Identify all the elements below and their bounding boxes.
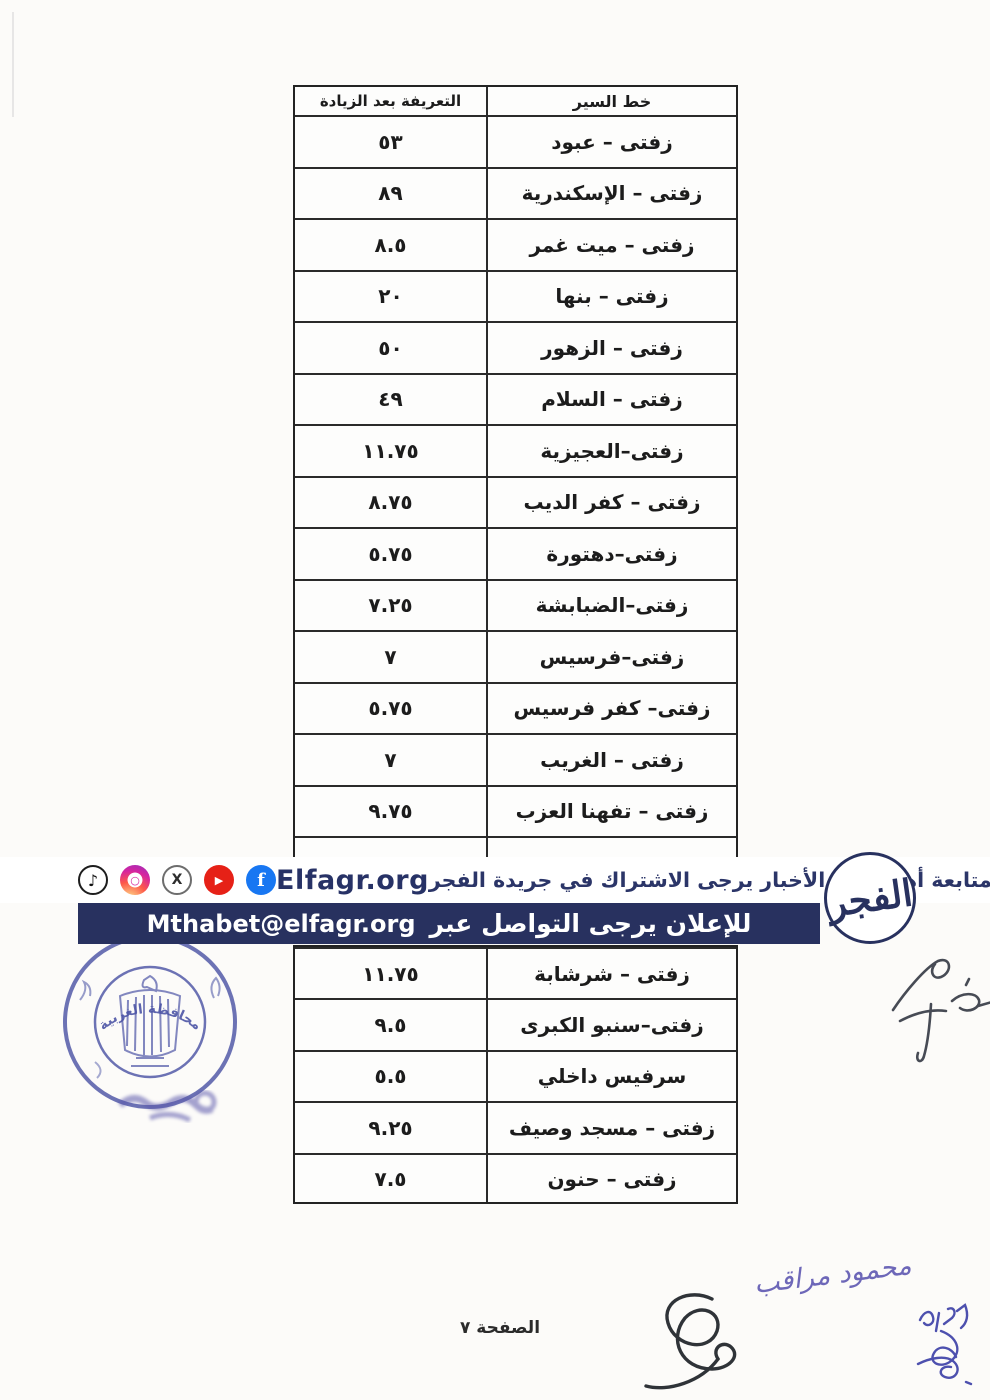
table-row: ٧.٢٥ زفتى–الضبابشة — [295, 578, 736, 630]
route-name: زفتى – كفر الديب — [486, 477, 736, 527]
table-row: ٥.٧٥ زفتى–دهتورة — [295, 527, 736, 579]
route-name: زفتى – الإسكندرية — [486, 168, 736, 218]
facebook-icon: f — [246, 865, 276, 895]
tariff-value: ٩.٥ — [374, 1013, 407, 1038]
table-row: ٩.٧٥ زفتى – تفهنا العزب — [295, 784, 736, 836]
route-name: زفتى – شرشابة — [486, 949, 736, 999]
route-name: زفتى–الضبابشة — [486, 580, 736, 630]
page-number-label: الصفحة ٧ — [459, 1318, 541, 1338]
table-header-row: التعريفة بعد الزيادة خط السير — [295, 87, 736, 115]
gharbia-governorate-stamp — [63, 935, 237, 1109]
tariff-value: ٥.٧٥ — [368, 696, 413, 721]
table-row: ٨٩ زفتى – الإسكندرية — [295, 166, 736, 218]
route-name: زفتى – حنون — [486, 1154, 736, 1202]
table-row: ٢٠ زفتى – بنها — [295, 269, 736, 321]
youtube-icon: ▶ — [204, 865, 234, 895]
table-row: ١١.٧٥ زفتى–العجيزية — [295, 424, 736, 476]
tariff-value: ٨.٥ — [374, 232, 407, 257]
route-name: زفتى – عبود — [486, 117, 736, 167]
tariff-value: ٧ — [384, 747, 397, 772]
route-name: زفتى – تفهنا العزب — [486, 786, 736, 836]
tariff-value: ٥٣ — [378, 129, 403, 154]
signature-right-of-banner — [891, 958, 990, 1063]
contact-email: Mthabet@elfagr.org — [146, 909, 416, 938]
ads-contact-text: للإعلان يرجى التواصل عبر — [429, 909, 752, 938]
header-tariff-after-increase: التعريفة بعد الزيادة — [319, 92, 462, 110]
table-row: ٥٣ زفتى – عبود — [295, 115, 736, 167]
table-row: ٧ زفتى–فرسيس — [295, 630, 736, 682]
x-twitter-icon: X — [162, 865, 192, 895]
elfagr-logo-calligraphy: الفجر — [825, 870, 915, 926]
tariff-value: ٥.٧٥ — [368, 541, 413, 566]
route-name: زفتى–دهتورة — [486, 529, 736, 579]
route-name: زفتى – الغريب — [486, 735, 736, 785]
route-name: زفتى–سنبو الكبرى — [486, 1000, 736, 1050]
tariff-value: ٧.٥ — [374, 1167, 407, 1192]
eagle-emblem — [118, 974, 182, 1067]
table-row: ٨.٥ زفتى – ميت غمر — [295, 218, 736, 270]
route-name: زفتى–فرسيس — [486, 632, 736, 682]
table-row: ٨.٧٥ زفتى – كفر الديب — [295, 475, 736, 527]
tariff-value: ٥.٥ — [374, 1064, 407, 1089]
table-row: ٩.٢٥ زفتى – مسجد وصيف — [295, 1101, 736, 1153]
table-row: ٥٠ زفتى – الزهور — [295, 321, 736, 373]
tariff-value: ٨٩ — [378, 181, 403, 206]
instagram-icon: ○ — [120, 865, 150, 895]
table-row: ٥.٥ سرفيس داخلي — [295, 1049, 736, 1102]
table-body-upper: ٥٣ زفتى – عبود ٨٩ زفتى – الإسكندرية ٨.٥ … — [295, 115, 736, 884]
tariff-value: ٤٩ — [378, 387, 403, 412]
tariff-value: ٧ — [384, 644, 397, 669]
table-row: ١١.٧٥ زفتى – شرشابة — [295, 947, 736, 999]
tariff-value: ١١.٧٥ — [362, 961, 419, 986]
table-body-lower: ١١.٧٥ زفتى – شرشابة ٩.٥ زفتى–سنبو الكبرى… — [295, 947, 736, 1202]
tariff-table-upper: التعريفة بعد الزيادة خط السير ٥٣ زفتى – … — [293, 85, 738, 886]
route-name: زفتى – الزهور — [486, 323, 736, 373]
smudged-stamp-imprint — [117, 1090, 217, 1123]
route-name: زفتى–العجيزية — [486, 426, 736, 476]
route-name: زفتى – السلام — [486, 374, 736, 424]
tariff-value: ٧.٢٥ — [368, 593, 413, 618]
scan-artifact-line — [12, 12, 14, 117]
signature-bottom-right — [916, 1303, 973, 1386]
table-row: ٧.٥ زفتى – حنون — [295, 1152, 736, 1202]
tariff-value: ٩.٧٥ — [368, 799, 413, 824]
header-route-line: خط السير — [486, 87, 736, 115]
table-row: ٥.٧٥ زفتى– كفر فرسيس — [295, 681, 736, 733]
table-row: ٧ زفتى – الغريب — [295, 733, 736, 785]
elfagr-site-name: Elfagr.org — [276, 864, 429, 896]
tariff-value: ٢٠ — [378, 284, 403, 309]
tariff-value: ٨.٧٥ — [368, 490, 413, 515]
tariff-table-lower: ١١.٧٥ زفتى – شرشابة ٩.٥ زفتى–سنبو الكبرى… — [293, 945, 738, 1204]
tariff-value: ٩.٢٥ — [368, 1115, 413, 1140]
route-name: زفتى – مسجد وصيف — [486, 1103, 736, 1153]
route-name: سرفيس داخلي — [486, 1051, 736, 1102]
tariff-value: ١١.٧٥ — [362, 438, 419, 463]
table-row: ٤٩ زفتى – السلام — [295, 372, 736, 424]
tiktok-icon: ♪ — [78, 865, 108, 895]
elfagr-logo-badge: الفجر — [824, 852, 916, 944]
route-name: زفتى – ميت غمر — [486, 220, 736, 270]
table-row: ٩.٥ زفتى–سنبو الكبرى — [295, 998, 736, 1050]
stamp-arc-text: محافظة الغربية — [96, 1001, 205, 1034]
signature-bottom-center — [644, 1293, 737, 1390]
route-name: زفتى– كفر فرسيس — [486, 683, 736, 733]
route-name: زفتى – بنها — [486, 271, 736, 321]
social-icons-row: ♪ ○ X ▶ f — [78, 865, 276, 895]
tariff-value: ٥٠ — [378, 335, 403, 360]
handwritten-note: محمود مراقب — [752, 1249, 914, 1300]
elfagr-ads-banner: للإعلان يرجى التواصل عبر Mthabet@elfagr.… — [78, 903, 820, 944]
